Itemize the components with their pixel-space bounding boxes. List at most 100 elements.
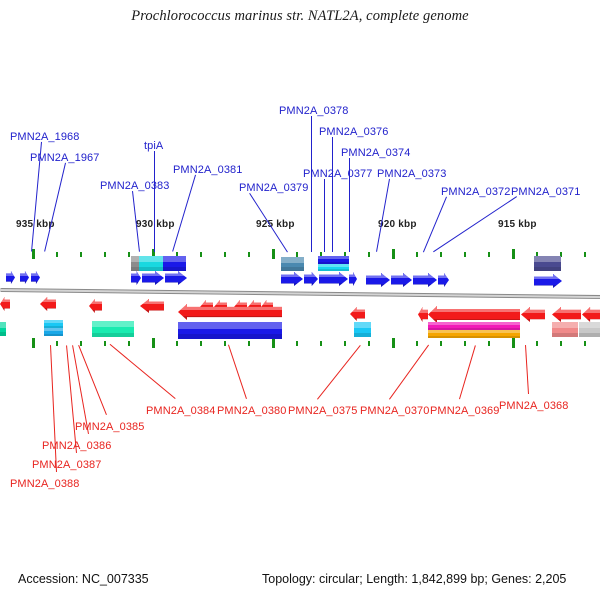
gene-label-reverse[interactable]: PMN2A_0369 xyxy=(430,405,500,417)
ruler-tick-minor xyxy=(560,341,562,346)
arrow-sheen xyxy=(582,308,600,313)
arrow-shade xyxy=(366,283,390,287)
block-shade xyxy=(428,327,520,330)
feature-block[interactable] xyxy=(92,321,134,337)
gene-arrow-forward[interactable] xyxy=(438,273,449,287)
gene-label-reverse[interactable]: PMN2A_0370 xyxy=(360,405,430,417)
arrow-shade xyxy=(521,318,545,322)
gene-label-forward[interactable]: PMN2A_0374 xyxy=(341,147,411,159)
gene-arrow-reverse[interactable] xyxy=(350,307,365,321)
gene-label-forward[interactable]: PMN2A_0378 xyxy=(279,105,349,117)
gene-arrow-reverse[interactable] xyxy=(582,307,600,322)
gene-label-forward[interactable]: PMN2A_0381 xyxy=(173,164,243,176)
gene-label-reverse[interactable]: PMN2A_0380 xyxy=(217,405,287,417)
gene-label-forward[interactable]: PMN2A_0377 xyxy=(303,168,373,180)
ruler-tick-minor xyxy=(224,252,226,257)
label-leader-line xyxy=(389,345,429,400)
arrow-sheen xyxy=(319,273,348,278)
block-sheen xyxy=(178,322,282,329)
gene-label-forward[interactable]: PMN2A_0372 xyxy=(441,186,511,198)
gene-arrow-reverse[interactable] xyxy=(428,306,520,323)
accession-text: Accession: NC_007335 xyxy=(18,572,149,586)
ruler-tick-minor xyxy=(248,341,250,346)
feature-block[interactable] xyxy=(131,256,139,271)
gene-arrow-forward[interactable] xyxy=(391,273,412,287)
ruler-tick-major xyxy=(152,338,155,348)
label-leader-line xyxy=(50,344,57,472)
arrow-shade xyxy=(413,283,437,287)
gene-arrow-reverse[interactable] xyxy=(140,299,164,313)
ruler-tick-minor xyxy=(128,252,130,257)
block-shade xyxy=(139,266,163,271)
gene-arrow-forward[interactable] xyxy=(413,273,437,287)
gene-label-forward[interactable]: PMN2A_1967 xyxy=(30,152,100,164)
feature-block[interactable] xyxy=(318,256,349,264)
arrow-sheen xyxy=(131,272,141,277)
gene-arrow-forward[interactable] xyxy=(6,271,15,284)
gene-label-reverse[interactable]: PMN2A_0385 xyxy=(75,421,145,433)
gene-arrow-forward[interactable] xyxy=(281,272,303,286)
gene-label-forward[interactable]: PMN2A_0376 xyxy=(319,126,389,138)
arrow-shade xyxy=(131,281,141,285)
ruler-coordinate-label: 930 kbp xyxy=(136,219,175,230)
feature-block[interactable] xyxy=(428,330,520,338)
feature-block[interactable] xyxy=(534,256,561,271)
gene-arrow-reverse[interactable] xyxy=(418,307,428,322)
ruler-tick-minor xyxy=(344,252,346,257)
feature-block[interactable] xyxy=(428,322,520,330)
feature-block[interactable] xyxy=(0,322,6,336)
gene-label-reverse[interactable]: PMN2A_0368 xyxy=(499,400,569,412)
gene-label-forward[interactable]: PMN2A_1968 xyxy=(10,131,80,143)
gene-label-forward[interactable]: PMN2A_0379 xyxy=(239,182,309,194)
feature-block[interactable] xyxy=(318,264,349,271)
gene-label-reverse[interactable]: PMN2A_0375 xyxy=(288,405,358,417)
gene-arrow-forward[interactable] xyxy=(349,272,357,286)
feature-block[interactable] xyxy=(178,322,282,339)
feature-block[interactable] xyxy=(139,256,163,271)
block-sheen xyxy=(281,257,304,263)
gene-label-forward[interactable]: PMN2A_0371 xyxy=(511,186,581,198)
ruler-tick-major xyxy=(512,338,515,348)
gene-arrow-forward[interactable] xyxy=(319,272,348,286)
gene-label-reverse[interactable]: PMN2A_0388 xyxy=(10,478,80,490)
gene-arrow-reverse[interactable] xyxy=(552,307,581,322)
gene-label-reverse[interactable]: PMN2A_0384 xyxy=(146,405,216,417)
block-shade xyxy=(552,332,578,337)
feature-block[interactable] xyxy=(281,257,304,271)
label-leader-line xyxy=(324,179,325,252)
block-shade xyxy=(44,325,63,328)
gene-label-forward[interactable]: PMN2A_0373 xyxy=(377,168,447,180)
feature-block[interactable] xyxy=(354,322,371,337)
gene-label-reverse[interactable]: PMN2A_0386 xyxy=(42,440,112,452)
gene-arrow-forward[interactable] xyxy=(165,271,187,285)
block-shade xyxy=(92,332,134,337)
feature-block[interactable] xyxy=(44,328,63,336)
arrow-shade xyxy=(140,309,164,313)
arrow-shade xyxy=(165,281,187,285)
block-sheen xyxy=(428,330,520,334)
gene-arrow-forward[interactable] xyxy=(304,272,318,286)
gene-arrow-reverse[interactable] xyxy=(89,299,102,313)
ruler-tick-minor xyxy=(416,341,418,346)
ruler-tick-minor xyxy=(200,341,202,346)
gene-arrow-forward[interactable] xyxy=(366,273,390,287)
gene-arrow-reverse[interactable] xyxy=(521,307,545,322)
gene-arrow-reverse[interactable] xyxy=(0,297,10,311)
gene-arrow-forward[interactable] xyxy=(20,271,29,284)
gene-label-forward[interactable]: tpiA xyxy=(144,140,164,152)
feature-block[interactable] xyxy=(579,322,600,337)
feature-block[interactable] xyxy=(552,322,578,337)
feature-block[interactable] xyxy=(163,256,186,271)
block-sheen xyxy=(552,322,578,328)
gene-arrow-forward[interactable] xyxy=(131,271,141,285)
gene-arrow-forward[interactable] xyxy=(31,271,40,284)
gene-label-reverse[interactable]: PMN2A_0387 xyxy=(32,459,102,471)
feature-block[interactable] xyxy=(44,320,63,328)
arrow-shade xyxy=(304,282,318,286)
gene-arrow-forward[interactable] xyxy=(142,271,164,285)
gene-arrow-forward[interactable] xyxy=(534,274,562,288)
gene-arrow-reverse[interactable] xyxy=(40,297,56,311)
gene-label-forward[interactable]: PMN2A_0383 xyxy=(100,180,170,192)
ruler-coordinate-label: 935 kbp xyxy=(16,219,55,230)
ruler-tick-major xyxy=(392,249,395,259)
